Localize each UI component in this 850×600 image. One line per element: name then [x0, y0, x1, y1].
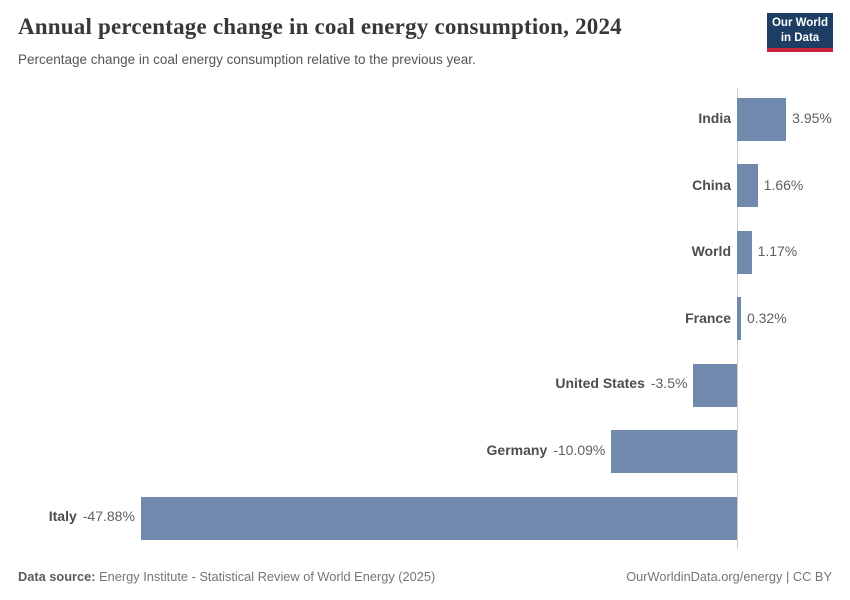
bar-france[interactable]	[737, 297, 741, 340]
bar-india[interactable]	[737, 97, 787, 141]
footer-datasource-label: Data source:	[18, 569, 96, 584]
footer-datasource: Data source: Energy Institute - Statisti…	[18, 569, 435, 584]
category-label: Germany	[486, 441, 548, 458]
bar-united-states[interactable]	[693, 363, 737, 407]
category-label: Italy	[48, 508, 77, 524]
category-label: World	[691, 243, 731, 259]
footer-attribution-link[interactable]: OurWorldinData.org/energy | CC BY	[626, 569, 832, 584]
value-label: 1.17%	[757, 243, 798, 259]
label-value-group: Germany -10.09%	[487, 442, 606, 458]
owid-logo-line2: in Data	[780, 31, 820, 44]
label-value-group: United States -3.5%	[555, 375, 687, 391]
value-label: 0.32%	[746, 309, 787, 326]
value-label: -3.5%	[650, 375, 688, 391]
category-label: United States	[555, 375, 645, 391]
value-label: 1.66%	[763, 176, 804, 193]
footer-datasource-text: Energy Institute - Statistical Review of…	[95, 569, 436, 584]
label-value-group: Italy -47.88%	[49, 508, 135, 524]
value-label: 3.95%	[792, 110, 832, 126]
bar-italy[interactable]	[140, 496, 737, 540]
bar-world[interactable]	[737, 230, 752, 274]
page-title: Annual percentage change in coal energy …	[18, 14, 622, 39]
value-label: -47.88%	[82, 508, 135, 524]
owid-logo[interactable]: Our World in Data	[767, 13, 833, 52]
page-subtitle: Percentage change in coal energy consump…	[18, 52, 476, 67]
category-label: China	[692, 176, 731, 193]
category-label: France	[685, 309, 731, 326]
bar-china[interactable]	[737, 164, 758, 207]
category-label: India	[698, 110, 731, 126]
bar-germany[interactable]	[611, 430, 737, 473]
value-label: -10.09%	[553, 441, 606, 458]
owid-logo-line1: Our World	[771, 17, 828, 30]
